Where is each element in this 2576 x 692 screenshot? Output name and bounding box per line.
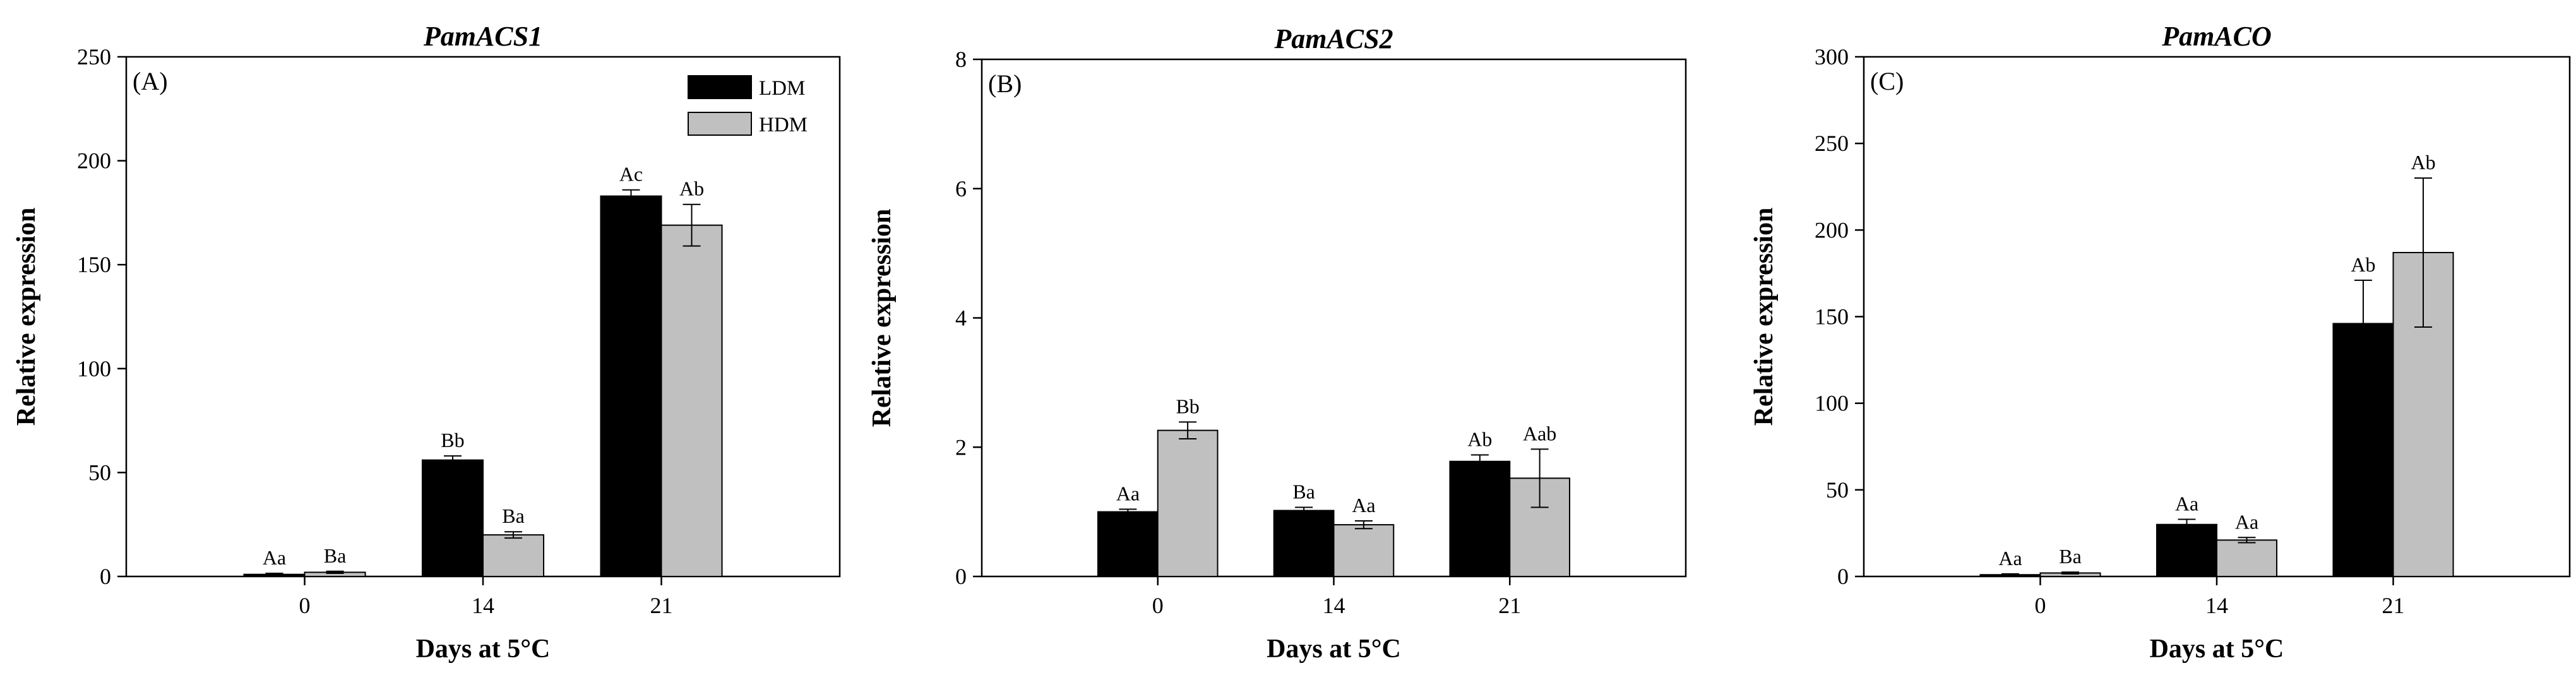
- bar: [660, 224, 723, 578]
- y-tick-label: 8: [955, 47, 967, 72]
- legend-swatch: [688, 112, 752, 136]
- significance-label: Aa: [2175, 492, 2198, 515]
- legend-label: HDM: [759, 114, 808, 136]
- significance-label: Aa: [1352, 494, 1375, 516]
- y-tick-label: 250: [77, 44, 111, 69]
- y-tick-label: 150: [1815, 304, 1849, 330]
- x-tick-label: 0: [299, 593, 311, 618]
- bar: [600, 195, 662, 577]
- y-tick-label: 250: [1815, 131, 1849, 156]
- y-axis-label: Relative expression: [12, 208, 41, 426]
- panel-label: (A): [133, 67, 168, 95]
- y-tick-label: 50: [88, 460, 111, 485]
- bar: [1097, 511, 1159, 577]
- bar: [1157, 429, 1219, 577]
- y-tick-label: 50: [1826, 477, 1849, 503]
- plot-frame: [1863, 56, 2571, 578]
- significance-label: Aa: [2235, 510, 2258, 533]
- bar: [421, 459, 484, 578]
- x-axis-label: Days at 5°C: [416, 635, 551, 664]
- x-tick-label: 0: [2035, 593, 2046, 618]
- significance-label: Ba: [2059, 545, 2082, 568]
- y-tick-label: 200: [1815, 217, 1849, 242]
- significance-label: Aa: [1998, 547, 2022, 570]
- significance-label: Ab: [1467, 428, 1492, 451]
- legend-swatch: [688, 75, 752, 99]
- panel-label: (B): [988, 69, 1022, 98]
- significance-label: Ac: [619, 163, 643, 186]
- bar: [482, 534, 545, 577]
- legend-label: LDM: [759, 77, 805, 100]
- significance-label: Ab: [2351, 253, 2375, 276]
- y-tick-label: 300: [1815, 44, 1849, 69]
- significance-label: Bb: [1176, 395, 1199, 417]
- x-axis-label: Days at 5°C: [1267, 635, 1401, 664]
- significance-label: Aa: [263, 546, 286, 569]
- x-tick-label: 14: [2205, 593, 2228, 618]
- x-axis-label: Days at 5°C: [2150, 635, 2284, 664]
- significance-label: Aab: [1523, 422, 1556, 444]
- chart-title: PamACS1: [423, 21, 542, 52]
- y-tick-label: 6: [955, 176, 967, 201]
- significance-label: Ba: [502, 504, 525, 527]
- significance-label: Ab: [2411, 151, 2435, 174]
- x-tick-label: 14: [1323, 593, 1345, 618]
- x-tick-label: 0: [1152, 593, 1164, 618]
- bar: [2156, 523, 2217, 578]
- y-axis-label: Relative expression: [868, 209, 897, 427]
- significance-label: Ba: [1292, 480, 1315, 503]
- chart-panel-1: PamACS1 (A) 0 50 100 150 200 250 Relative expres…: [12, 21, 841, 664]
- y-tick-label: 150: [77, 252, 111, 277]
- chart-title: PamACS2: [1273, 23, 1393, 54]
- significance-label: Bb: [441, 429, 464, 451]
- y-tick-label: 0: [955, 564, 967, 589]
- bar: [1273, 510, 1335, 578]
- y-tick-label: 2: [955, 434, 967, 460]
- y-tick-label: 100: [1815, 391, 1849, 416]
- y-tick-label: 200: [77, 148, 111, 174]
- chart-title: PamACO: [2161, 21, 2272, 52]
- y-axis-label: Relative expression: [1750, 208, 1779, 426]
- legend: LDM HDM: [688, 75, 808, 136]
- chart-panel-2: PamACS2 (B) 0 2 4 6 8 Relative expression Days a…: [868, 23, 1687, 664]
- y-tick-label: 0: [1837, 564, 1849, 589]
- bar: [2216, 539, 2278, 578]
- significance-label: Aa: [1116, 482, 1140, 505]
- significance-label: Ab: [679, 177, 704, 200]
- bar: [1449, 460, 1511, 578]
- x-tick-label: 21: [2382, 593, 2405, 618]
- y-tick-label: 4: [955, 306, 967, 331]
- significance-label: Ba: [324, 544, 347, 567]
- x-tick-label: 14: [472, 593, 494, 618]
- plot-frame: [981, 58, 1687, 578]
- chart-panel-3: PamACO (C) 0 50 100 150 200 250 300 Relative expr…: [1750, 21, 2571, 664]
- bar: [1333, 524, 1395, 577]
- panel-label: (C): [1870, 67, 1904, 95]
- x-tick-label: 21: [650, 593, 673, 618]
- y-tick-label: 0: [100, 564, 111, 589]
- x-tick-label: 21: [1498, 593, 1521, 618]
- y-tick-label: 100: [77, 356, 111, 381]
